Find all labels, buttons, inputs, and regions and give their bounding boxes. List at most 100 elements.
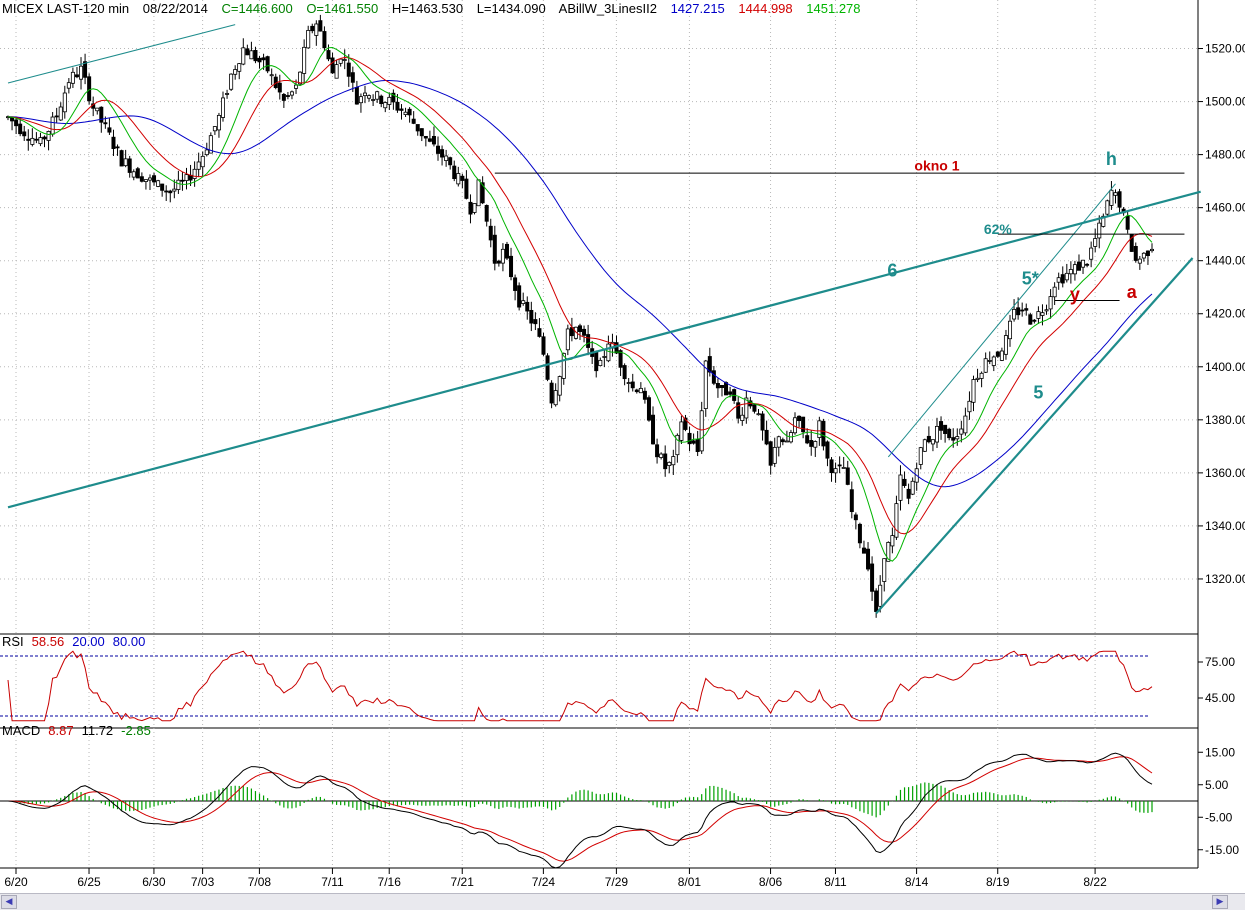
candle-body [971,379,976,403]
candle-body [456,173,461,185]
candle-body [277,82,282,93]
chart-annotation: 62% [984,221,1013,237]
candle-body [906,488,911,499]
candle-body [784,440,789,443]
candle-body [285,95,290,97]
candle-body [642,390,647,400]
candle-body [172,188,177,192]
y-tick-label: 1360.00 [1205,466,1245,480]
candle-body [66,82,71,89]
candle-body [261,57,266,61]
macd-y-tick-label: -5.00 [1205,810,1233,824]
candle-body [659,453,664,458]
candle-body [557,376,562,396]
candle-body [691,440,696,444]
candle-body [127,158,132,173]
candle-body [115,146,120,149]
horizontal-scrollbar[interactable]: ◀ ▶ [0,893,1245,910]
candle-body [918,447,923,465]
candle-body [1036,311,1041,319]
rsi-legend-item: RSI [2,634,24,649]
candle-body [1101,215,1106,227]
macd-y-tick-label: 15.00 [1205,745,1235,759]
candle-body [1117,191,1122,208]
macd-legend-item: MACD [2,723,40,738]
indicator-name: ABillW_3LinesII2 [558,1,657,16]
rsi-legend-item: 20.00 [72,634,105,649]
candle-body [444,155,449,161]
candle-body [634,389,639,393]
chart-annotation: 6 [887,261,897,281]
x-tick-label: 6/20 [4,875,28,889]
candle-body [22,131,27,137]
candle-body [626,382,631,384]
candle-body [1085,263,1090,266]
candle-body [833,468,838,474]
candle-body [845,467,850,485]
candle-body [987,360,992,362]
candle-body [975,377,980,380]
candle-body [131,171,136,178]
candle-body [358,96,363,104]
candle-body [200,155,205,168]
candle-body [1093,238,1098,247]
candle-body [334,64,339,79]
candle-body [1040,312,1045,316]
candle-body [395,101,400,111]
candle-body [302,46,307,74]
candle-body [371,99,376,101]
candle-body [922,439,927,452]
x-tick-label: 7/03 [191,875,215,889]
candle-body [391,92,396,103]
candle-body [403,111,408,115]
x-tick-label: 7/08 [248,875,272,889]
candle-body [853,514,858,521]
candle-body [638,387,643,394]
candle-body [322,31,327,49]
candle-body [1072,264,1077,275]
rsi-panel [0,650,1153,722]
candle-body [245,48,250,56]
macd-legend: MACD 8.87 11.72 -2.85 [2,723,151,738]
x-tick-label: 7/11 [321,875,344,889]
scroll-left-icon[interactable]: ◀ [1,895,17,909]
candle-body [233,69,238,75]
scroll-right-icon[interactable]: ▶ [1212,895,1228,909]
candle-body [1060,274,1065,284]
candle-body [1125,216,1130,230]
candle-body [671,456,676,466]
candle-body [423,135,428,139]
candle-body [460,175,465,181]
candle-body [123,158,128,167]
candle-body [1003,335,1008,355]
candle-body [79,65,84,80]
x-tick-label: 8/14 [905,875,929,889]
candle-body [537,328,542,337]
grid [0,0,1203,874]
candle-body [350,72,355,83]
candle-body [500,248,505,264]
candle-body [752,404,757,412]
candle-body [176,179,181,190]
candle-body [667,461,672,466]
x-tick-label: 6/25 [77,875,101,889]
candle-body [955,436,960,440]
candle-body [427,138,432,142]
candle-body [1113,192,1118,196]
candle-body [930,439,935,445]
close-value: C=1446.600 [221,1,293,16]
candle-body [894,503,899,538]
candle-body [143,179,148,182]
candle-body [898,474,903,501]
candle-body [253,50,258,62]
x-tick-label: 6/30 [142,875,166,889]
trendline [875,257,1194,615]
candle-body [561,352,566,379]
candle-body [111,136,116,149]
candle-body [1056,277,1061,283]
candle-body [683,417,688,430]
candle-body [1012,308,1017,320]
rsi-y-tick-label: 45.00 [1205,691,1235,705]
candle-body [772,446,777,464]
candle-body [139,176,144,182]
